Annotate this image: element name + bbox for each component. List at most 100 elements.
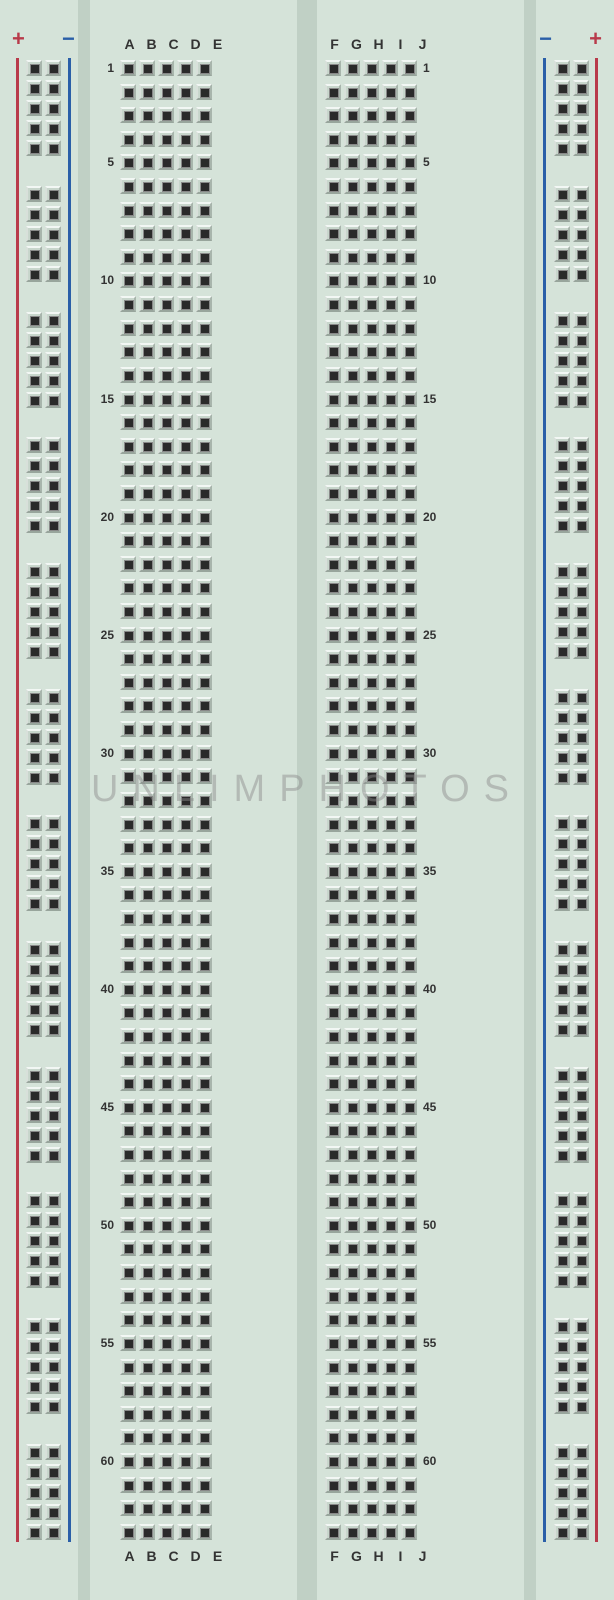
tie-point[interactable] xyxy=(325,107,341,123)
tie-point[interactable] xyxy=(573,226,589,242)
tie-point[interactable] xyxy=(45,332,61,348)
tie-point[interactable] xyxy=(363,1264,379,1280)
tie-point[interactable] xyxy=(158,438,174,454)
tie-point[interactable] xyxy=(382,249,398,265)
tie-point[interactable] xyxy=(554,477,570,493)
tie-point[interactable] xyxy=(177,1311,193,1327)
tie-point[interactable] xyxy=(45,1067,61,1083)
tie-point[interactable] xyxy=(26,895,42,911)
tie-point[interactable] xyxy=(325,1477,341,1493)
tie-point[interactable] xyxy=(363,910,379,926)
tie-point[interactable] xyxy=(554,1212,570,1228)
tie-point[interactable] xyxy=(177,1099,193,1115)
tie-point[interactable] xyxy=(158,1075,174,1091)
tie-point[interactable] xyxy=(177,1004,193,1020)
tie-point[interactable] xyxy=(344,272,360,288)
tie-point[interactable] xyxy=(158,1264,174,1280)
tie-point[interactable] xyxy=(401,485,417,501)
tie-point[interactable] xyxy=(401,1028,417,1044)
tie-point[interactable] xyxy=(344,1052,360,1068)
tie-point[interactable] xyxy=(26,1127,42,1143)
tie-point[interactable] xyxy=(45,895,61,911)
tie-point[interactable] xyxy=(177,957,193,973)
tie-point[interactable] xyxy=(177,627,193,643)
tie-point[interactable] xyxy=(573,981,589,997)
tie-point[interactable] xyxy=(139,509,155,525)
tie-point[interactable] xyxy=(158,1500,174,1516)
tie-point[interactable] xyxy=(26,266,42,282)
tie-point[interactable] xyxy=(344,579,360,595)
tie-point[interactable] xyxy=(344,320,360,336)
tie-point[interactable] xyxy=(554,1464,570,1480)
tie-point[interactable] xyxy=(139,886,155,902)
tie-point[interactable] xyxy=(139,202,155,218)
tie-point[interactable] xyxy=(26,603,42,619)
tie-point[interactable] xyxy=(45,961,61,977)
tie-point[interactable] xyxy=(177,603,193,619)
tie-point[interactable] xyxy=(382,1359,398,1375)
tie-point[interactable] xyxy=(177,391,193,407)
tie-point[interactable] xyxy=(325,60,341,76)
tie-point[interactable] xyxy=(26,1212,42,1228)
tie-point[interactable] xyxy=(196,509,212,525)
tie-point[interactable] xyxy=(139,1500,155,1516)
tie-point[interactable] xyxy=(382,225,398,241)
tie-point[interactable] xyxy=(382,556,398,572)
tie-point[interactable] xyxy=(363,1288,379,1304)
tie-point[interactable] xyxy=(554,312,570,328)
tie-point[interactable] xyxy=(344,1264,360,1280)
tie-point[interactable] xyxy=(45,1524,61,1540)
tie-point[interactable] xyxy=(363,863,379,879)
tie-point[interactable] xyxy=(325,674,341,690)
tie-point[interactable] xyxy=(177,1170,193,1186)
tie-point[interactable] xyxy=(177,1477,193,1493)
tie-point[interactable] xyxy=(382,107,398,123)
tie-point[interactable] xyxy=(363,745,379,761)
tie-point[interactable] xyxy=(401,107,417,123)
tie-point[interactable] xyxy=(401,249,417,265)
tie-point[interactable] xyxy=(120,1311,136,1327)
tie-point[interactable] xyxy=(382,1122,398,1138)
tie-point[interactable] xyxy=(177,84,193,100)
tie-point[interactable] xyxy=(573,100,589,116)
tie-point[interactable] xyxy=(325,556,341,572)
tie-point[interactable] xyxy=(177,1524,193,1540)
tie-point[interactable] xyxy=(26,583,42,599)
tie-point[interactable] xyxy=(120,485,136,501)
tie-point[interactable] xyxy=(139,1335,155,1351)
tie-point[interactable] xyxy=(344,1524,360,1540)
tie-point[interactable] xyxy=(363,603,379,619)
tie-point[interactable] xyxy=(158,1524,174,1540)
tie-point[interactable] xyxy=(573,1464,589,1480)
tie-point[interactable] xyxy=(196,721,212,737)
tie-point[interactable] xyxy=(554,100,570,116)
tie-point[interactable] xyxy=(344,674,360,690)
tie-point[interactable] xyxy=(344,886,360,902)
tie-point[interactable] xyxy=(45,1338,61,1354)
tie-point[interactable] xyxy=(573,1378,589,1394)
tie-point[interactable] xyxy=(158,249,174,265)
tie-point[interactable] xyxy=(573,1318,589,1334)
tie-point[interactable] xyxy=(45,689,61,705)
tie-point[interactable] xyxy=(363,485,379,501)
tie-point[interactable] xyxy=(363,1122,379,1138)
tie-point[interactable] xyxy=(45,623,61,639)
tie-point[interactable] xyxy=(363,296,379,312)
tie-point[interactable] xyxy=(120,579,136,595)
tie-point[interactable] xyxy=(382,485,398,501)
tie-point[interactable] xyxy=(401,1170,417,1186)
tie-point[interactable] xyxy=(26,563,42,579)
tie-point[interactable] xyxy=(554,186,570,202)
tie-point[interactable] xyxy=(196,839,212,855)
tie-point[interactable] xyxy=(120,154,136,170)
tie-point[interactable] xyxy=(325,1500,341,1516)
tie-point[interactable] xyxy=(45,1107,61,1123)
tie-point[interactable] xyxy=(139,84,155,100)
tie-point[interactable] xyxy=(158,1004,174,1020)
tie-point[interactable] xyxy=(382,1429,398,1445)
tie-point[interactable] xyxy=(554,895,570,911)
tie-point[interactable] xyxy=(120,367,136,383)
tie-point[interactable] xyxy=(120,627,136,643)
tie-point[interactable] xyxy=(196,532,212,548)
tie-point[interactable] xyxy=(139,272,155,288)
